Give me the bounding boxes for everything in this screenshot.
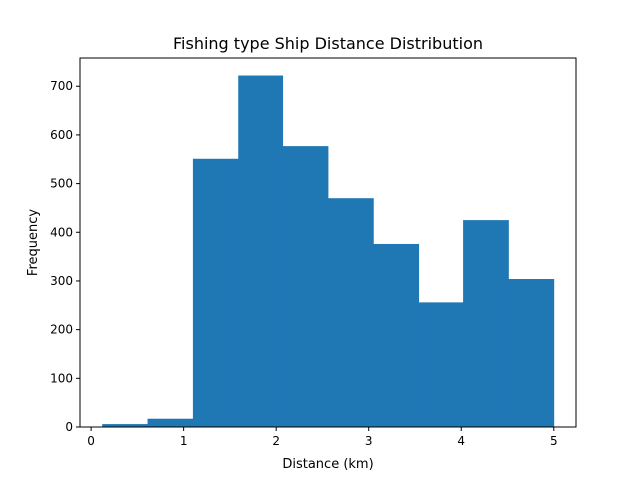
x-tick-label: 3	[365, 434, 373, 448]
y-tick-label: 0	[65, 420, 73, 434]
histogram-bar-3	[192, 158, 239, 427]
histogram-bar-8	[418, 302, 464, 427]
histogram-bar-10	[508, 279, 555, 427]
x-tick-label: 4	[457, 434, 465, 448]
y-tick-label: 700	[50, 79, 73, 93]
x-axis-label: Distance (km)	[282, 457, 373, 472]
x-axis-ticks: 0 1 2 3 4 5	[87, 427, 558, 448]
histogram-bar-7	[373, 243, 420, 427]
x-tick-label: 2	[272, 434, 280, 448]
x-tick-label: 1	[180, 434, 188, 448]
y-tick-label: 400	[50, 225, 73, 239]
histogram-bar-9	[463, 220, 509, 427]
y-axis-label: Frequency	[26, 209, 41, 276]
histogram-bar-2	[147, 418, 194, 427]
y-tick-label: 300	[50, 274, 73, 288]
chart-title: Fishing type Ship Distance Distribution	[173, 34, 483, 53]
y-tick-label: 100	[50, 371, 73, 385]
histogram-bar-6	[328, 198, 374, 427]
bars-group	[102, 75, 555, 428]
plot-frame	[79, 57, 577, 428]
y-tick-label: 200	[50, 323, 73, 337]
y-axis-ticks: 0 100 200 300 400 500 600 700	[50, 79, 80, 434]
x-tick-label: 5	[550, 434, 558, 448]
y-tick-label: 600	[50, 128, 73, 142]
histogram-bar-4	[238, 75, 284, 427]
x-tick-label: 0	[87, 434, 95, 448]
y-tick-label: 500	[50, 177, 73, 191]
histogram-bar-5	[282, 146, 329, 428]
histogram-bar-1	[102, 424, 148, 427]
